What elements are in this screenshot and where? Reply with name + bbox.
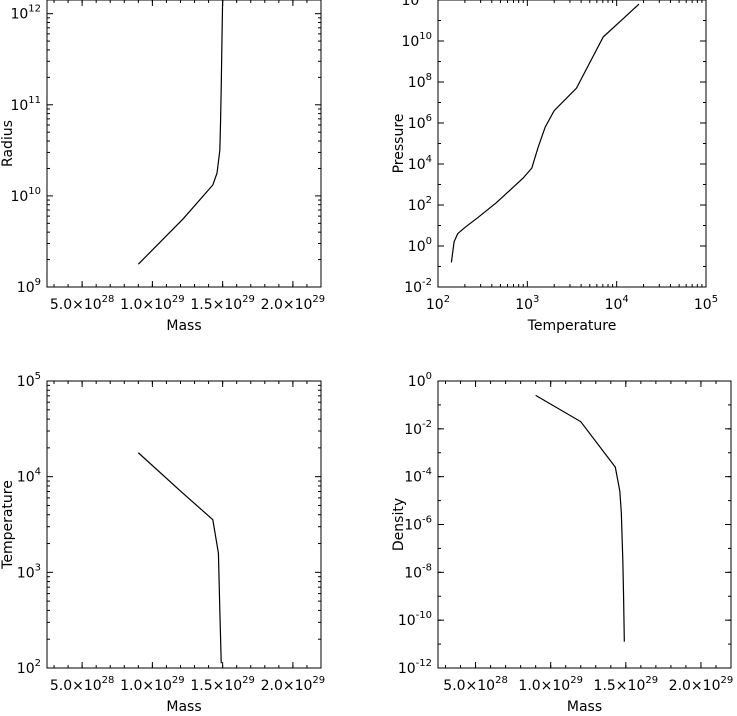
chart-panel-density-mass: 5.0×1028 1.0×1029 1.5×1029 2.0×1029 100 10-2 1… xyxy=(391,371,733,715)
y-tick-label: 100 xyxy=(408,371,432,390)
y-tick-label: 105 xyxy=(17,371,41,390)
y-tick-label: 102 xyxy=(17,658,41,677)
chart-panel-radius-mass: 5.0×1028 1.0×1029 1.5×1029 2.0×1029 109 1010 1… xyxy=(0,0,325,334)
plot-frame xyxy=(437,0,707,288)
x-tick-label: 1.0×1029 xyxy=(518,675,583,694)
x-tick-label: 2.0×1029 xyxy=(669,675,734,694)
x-tick-label: 2.0×1029 xyxy=(261,675,326,694)
x-tick-label: 104 xyxy=(605,294,629,313)
y-tick-label: 1010 xyxy=(401,31,432,50)
y-tick-label: 10-2 xyxy=(404,419,432,438)
chart-panel-temp-mass: 5.0×1028 1.0×1029 1.5×1029 2.0×1029 102 103 10… xyxy=(0,371,325,715)
x-axis-label: Mass xyxy=(166,318,201,334)
y-tick-label: 1011 xyxy=(10,95,41,114)
y-axis-label: Radius xyxy=(0,120,16,167)
y-tick-label: 108 xyxy=(408,72,432,91)
plot-frame xyxy=(437,380,732,669)
y-tick-label: 10-10 xyxy=(398,610,432,629)
x-axis-label: Mass xyxy=(567,699,602,715)
x-axis-label: Mass xyxy=(166,699,201,715)
plot-frame xyxy=(46,0,322,288)
x-tick-label: 1.5×1029 xyxy=(594,675,659,694)
y-tick-label: 1012 xyxy=(10,4,41,23)
y-axis-label: Density xyxy=(391,498,407,551)
y-tick-label: 10-2 xyxy=(404,277,432,296)
x-tick-label: 5.0×1028 xyxy=(50,294,115,313)
x-tick-label: 1.0×1029 xyxy=(120,675,185,694)
x-tick-label: 102 xyxy=(426,294,450,313)
y-tick-label: 104 xyxy=(17,467,41,486)
y-tick-label: 103 xyxy=(17,562,41,581)
y-tick-label: 104 xyxy=(408,154,432,173)
series-line xyxy=(137,0,224,265)
y-tick-label: 1010 xyxy=(10,186,41,205)
chart-panel-pressure-temp: 102 103 104 105 10-2 100 102 104 106 108 1010 1012 T… xyxy=(391,0,718,334)
series-line xyxy=(450,3,640,263)
x-tick-label: 105 xyxy=(694,294,718,313)
series-line xyxy=(535,394,625,642)
x-tick-label: 1.5×1029 xyxy=(190,675,255,694)
x-axis-label: Temperature xyxy=(527,318,617,334)
y-tick-label: 10-8 xyxy=(404,562,432,581)
x-tick-label: 5.0×1028 xyxy=(50,675,115,694)
x-tick-label: 2.0×1029 xyxy=(261,294,326,313)
y-axis-label: Pressure xyxy=(391,114,407,174)
plot-frame xyxy=(46,380,322,669)
y-tick-label: 10-4 xyxy=(404,467,432,486)
x-tick-label: 1.5×1029 xyxy=(190,294,255,313)
y-tick-label: 10-6 xyxy=(404,515,432,534)
x-tick-label: 103 xyxy=(515,294,539,313)
y-tick-label: 109 xyxy=(17,277,41,296)
series-line xyxy=(137,452,222,664)
y-tick-label: 1012 xyxy=(401,0,432,9)
y-tick-label: 106 xyxy=(408,113,432,132)
y-tick-label: 100 xyxy=(408,236,432,255)
y-axis-label: Temperature xyxy=(0,480,16,570)
y-tick-label: 10-12 xyxy=(398,658,432,677)
y-tick-label: 102 xyxy=(408,195,432,214)
x-tick-label: 1.0×1029 xyxy=(120,294,185,313)
x-tick-label: 5.0×1028 xyxy=(443,675,508,694)
